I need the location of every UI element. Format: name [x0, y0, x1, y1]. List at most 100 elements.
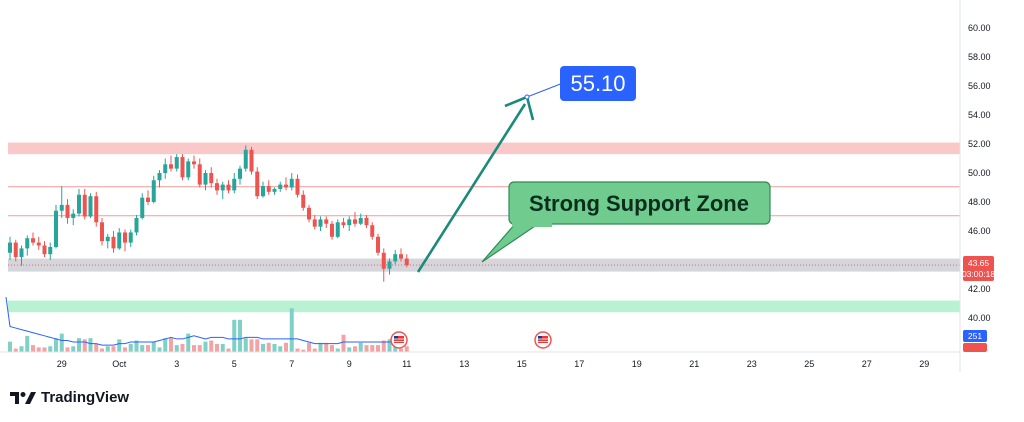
- time-tick-label: 5: [232, 359, 237, 369]
- volume-bar: [192, 345, 196, 352]
- candle: [232, 173, 237, 194]
- volume-bar: [255, 339, 260, 352]
- candle: [180, 154, 185, 181]
- candle: [186, 158, 191, 181]
- candle: [393, 249, 398, 265]
- volume-bar: [232, 319, 237, 352]
- candle: [278, 181, 283, 192]
- time-tick-label: 25: [804, 359, 814, 369]
- volume-bar: [215, 343, 219, 352]
- candle: [381, 248, 386, 282]
- volume-bar: [220, 343, 225, 352]
- candle: [387, 258, 392, 275]
- volume-bar: [249, 339, 254, 352]
- candle: [358, 213, 363, 226]
- candle: [54, 204, 58, 249]
- target-price-label[interactable]: 55.10: [560, 66, 636, 101]
- volume-bar: [140, 345, 145, 352]
- candle: [249, 146, 254, 175]
- candle: [364, 215, 369, 229]
- volume-bar: [42, 347, 47, 352]
- candle: [77, 188, 81, 217]
- volume-bar: [330, 345, 334, 352]
- target-price-text: 55.10: [570, 71, 625, 96]
- price-tick-label: 56.00: [968, 81, 991, 91]
- volume-bar: [307, 342, 311, 352]
- candle: [82, 188, 87, 220]
- volume-bar: [353, 346, 357, 352]
- chart-canvas[interactable]: 55.10 Strong Support Zone 60.00 58.00 56.0…: [0, 0, 1024, 380]
- volume-bar: [209, 340, 214, 352]
- volume-bar: [13, 348, 18, 352]
- current-price-value: 43.65: [968, 258, 990, 268]
- volume-bar: [243, 338, 248, 352]
- volume-bar: [65, 347, 70, 352]
- candle: [220, 181, 225, 200]
- candle: [123, 229, 127, 252]
- volume-bar: [54, 338, 58, 352]
- candle: [261, 181, 265, 198]
- time-tick-label: 15: [517, 359, 527, 369]
- candle: [13, 239, 18, 262]
- volume-ma-line: [5, 296, 407, 346]
- candle: [353, 212, 357, 227]
- us-flag-event-icon[interactable]: [390, 331, 408, 349]
- volume-bar: [123, 347, 127, 352]
- candle: [146, 190, 150, 205]
- volume-bar: [335, 348, 340, 352]
- volume-bar: [370, 345, 375, 352]
- volume-bar: [128, 343, 133, 352]
- candle: [347, 216, 352, 231]
- candle: [324, 216, 329, 229]
- candle: [59, 186, 64, 218]
- price-tick-label: 42.00: [968, 284, 991, 294]
- support-callout[interactable]: Strong Support Zone: [481, 181, 771, 263]
- candle: [105, 233, 110, 249]
- candlesticks: [8, 145, 409, 282]
- time-tick-label: 19: [632, 359, 642, 369]
- candle: [289, 173, 294, 191]
- volume-bar: [94, 343, 99, 352]
- volume-bar: [180, 343, 185, 352]
- candle: [255, 167, 260, 200]
- projection-arrow: [416, 82, 564, 273]
- candle: [169, 155, 173, 172]
- price-zones: [8, 142, 960, 313]
- volume-bar: [272, 343, 277, 352]
- time-tick-label: 7: [289, 359, 294, 369]
- candle: [88, 193, 93, 218]
- time-tick-label: 29: [919, 359, 929, 369]
- price-axis[interactable]: 60.00 58.00 56.00 54.00 52.00 50.00 48.00 46.00…: [968, 23, 991, 323]
- candle: [71, 209, 76, 226]
- volume-bar: [404, 346, 409, 352]
- candle: [284, 177, 288, 191]
- price-tick-label: 48.00: [968, 197, 991, 207]
- time-tick-label: 9: [347, 359, 352, 369]
- candle: [312, 215, 317, 230]
- volume-bar: [19, 346, 24, 352]
- volume-bar: [111, 346, 116, 352]
- us-flag-event-icon[interactable]: [534, 331, 552, 349]
- candle: [117, 228, 122, 250]
- time-tick-label: 13: [459, 359, 469, 369]
- candle: [111, 231, 116, 253]
- volume-bar: [399, 348, 403, 352]
- candle: [226, 180, 231, 194]
- volume-bar: [226, 348, 231, 352]
- volume-bar: [151, 341, 156, 352]
- time-axis[interactable]: 29 Oct 3 5 7 9 11 13 15 17 19 21 23 25 27 29: [57, 359, 930, 369]
- candle: [25, 235, 30, 256]
- tradingview-logo-text: TradingView: [41, 389, 130, 406]
- time-tick-label: 11: [402, 359, 411, 369]
- candle: [203, 170, 208, 191]
- countdown-timer: 03:00:18: [962, 269, 995, 279]
- candle: [238, 165, 242, 185]
- price-tick-label: 40.00: [968, 313, 991, 323]
- tradingview-logo-icon: [10, 391, 36, 404]
- candle: [174, 154, 179, 172]
- volume-bar: [266, 342, 271, 352]
- tradingview-logo[interactable]: TradingView: [10, 389, 129, 406]
- current-price-badge: 43.65 03:00:18: [962, 256, 995, 281]
- time-tick-label: 17: [574, 359, 584, 369]
- candle: [19, 245, 24, 266]
